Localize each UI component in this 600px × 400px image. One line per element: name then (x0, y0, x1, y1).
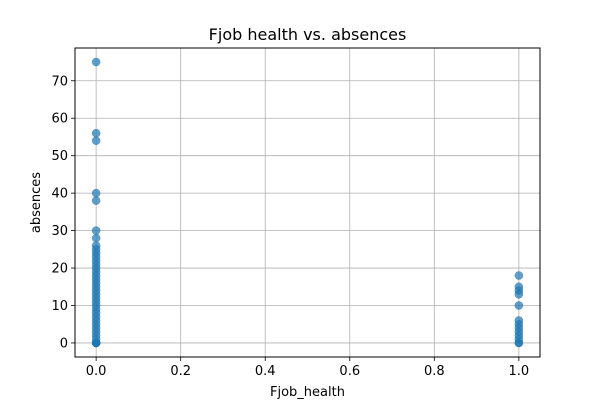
y-tick-label: 60 (51, 112, 68, 127)
x-tick-label: 0.4 (255, 364, 276, 379)
x-axis-label: Fjob_health (270, 385, 345, 400)
data-point (91, 188, 101, 198)
chart-title: Fjob health vs. absences (209, 25, 407, 44)
data-point (514, 338, 524, 348)
data-point (91, 128, 101, 138)
data-point (91, 196, 101, 205)
y-axis-label: absences (29, 172, 44, 233)
data-point (91, 338, 101, 348)
y-tick-label: 10 (51, 299, 68, 314)
x-tick-label: 1.0 (509, 364, 530, 379)
data-point (514, 290, 524, 299)
y-tick-label: 20 (51, 262, 68, 277)
x-tick-label: 0.2 (170, 364, 191, 379)
y-tick-label: 40 (51, 187, 68, 202)
x-axis-ticks: 0.0 0.2 0.4 0.6 0.8 1.0 (86, 357, 529, 379)
y-tick-label: 70 (51, 74, 68, 89)
data-point (91, 233, 101, 243)
y-axis-ticks: 0 10 20 30 40 50 60 70 (51, 74, 75, 351)
data-points (91, 57, 524, 348)
x-tick-label: 0.6 (339, 364, 360, 379)
data-point (91, 226, 101, 235)
x-tick-label: 0.8 (424, 364, 445, 379)
gridlines (75, 48, 540, 357)
plot-frame (74, 47, 541, 358)
y-tick-label: 30 (51, 224, 68, 239)
data-point (91, 136, 101, 145)
data-point (514, 271, 524, 280)
data-point (514, 301, 524, 310)
x-tick-label: 0.0 (86, 364, 107, 379)
data-point (91, 57, 101, 67)
y-tick-label: 0 (60, 336, 68, 351)
y-tick-label: 50 (51, 149, 68, 164)
